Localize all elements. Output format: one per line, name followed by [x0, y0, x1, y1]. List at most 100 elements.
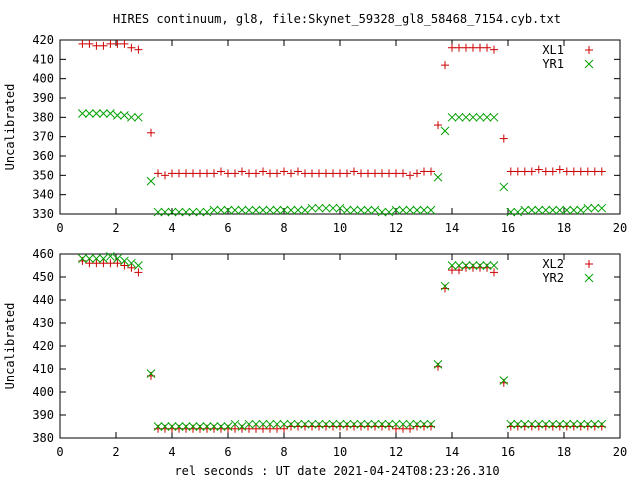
data-point: [272, 419, 282, 429]
y-tick-label: 430: [32, 316, 54, 330]
data-point: [134, 261, 143, 270]
data-point: [244, 205, 254, 215]
data-point: [113, 39, 122, 48]
data-point: [385, 169, 393, 178]
data-point: [350, 167, 358, 176]
data-point: [499, 182, 509, 192]
data-point: [454, 261, 464, 270]
data-point: [412, 205, 422, 215]
data-point: [398, 205, 408, 215]
data-point: [555, 165, 564, 174]
data-point: [224, 169, 232, 178]
legend-marker: [585, 260, 593, 268]
data-point: [406, 424, 414, 433]
y-tick-label: 400: [32, 72, 54, 86]
data-point: [189, 169, 197, 178]
data-point: [576, 419, 586, 429]
data-point: [506, 207, 516, 217]
data-point: [475, 112, 485, 122]
top-panel: 0 2 4 6 8 10 12 14 16 18 20 330 340 350 360 370 380 390 40…: [3, 33, 627, 235]
x-tick-label: 4: [168, 445, 175, 459]
y-tick-label: 340: [32, 188, 54, 202]
data-point: [280, 167, 288, 176]
data-point: [342, 419, 352, 429]
data-point: [370, 205, 380, 215]
data-point: [555, 419, 565, 429]
data-point: [167, 422, 177, 431]
legend-label: XL2: [542, 257, 564, 271]
data-point: [391, 419, 401, 429]
data-point: [322, 169, 330, 178]
x-tick-label: 0: [56, 221, 63, 235]
data-point: [356, 419, 366, 429]
data-point: [548, 419, 558, 429]
data-point: [447, 261, 457, 270]
data-point: [441, 61, 449, 70]
legend-label: XL1: [542, 43, 564, 57]
data-point: [223, 422, 233, 431]
data-point: [513, 167, 522, 176]
data-point: [406, 171, 414, 180]
x-tick-label: 8: [280, 445, 287, 459]
data-point: [356, 205, 366, 215]
data-point: [371, 169, 379, 178]
data-point: [454, 112, 464, 122]
data-point: [113, 259, 122, 268]
data-point: [314, 203, 324, 213]
x-tick-label: 2: [112, 445, 119, 459]
data-point: [506, 167, 515, 176]
data-point: [287, 169, 295, 178]
data-point: [230, 205, 240, 215]
data-point: [307, 419, 317, 429]
data-point: [483, 43, 491, 52]
data-point: [343, 169, 351, 178]
data-point: [527, 205, 537, 215]
y-tick-label: 420: [32, 33, 54, 47]
data-point: [378, 169, 386, 178]
data-point: [462, 43, 470, 52]
plot-frame: [59, 253, 621, 439]
data-point: [597, 203, 607, 213]
data-point: [174, 207, 184, 217]
data-point: [476, 43, 484, 52]
data-point: [391, 205, 401, 215]
data-point: [490, 45, 498, 54]
data-point: [392, 424, 400, 433]
data-point: [590, 419, 600, 429]
data-point: [349, 419, 359, 429]
x-tick-label: 18: [557, 445, 571, 459]
data-point: [482, 112, 492, 122]
data-point: [307, 203, 317, 213]
data-point: [399, 169, 407, 178]
data-point: [113, 254, 122, 263]
x-tick-label: 6: [224, 445, 231, 459]
data-point: [293, 419, 303, 429]
data-point: [85, 259, 94, 268]
data-point: [251, 419, 261, 429]
data-point: [534, 419, 544, 429]
data-point: [92, 259, 101, 268]
data-point: [405, 419, 415, 429]
data-point: [576, 205, 586, 215]
data-point: [223, 205, 233, 215]
data-point: [455, 43, 463, 52]
data-point: [258, 205, 268, 215]
data-point: [188, 422, 198, 431]
data-point: [286, 419, 296, 429]
data-point: [489, 112, 499, 122]
x-tick-label: 20: [613, 445, 627, 459]
legend-label: YR1: [542, 57, 564, 71]
data-point: [238, 167, 246, 176]
data-point: [426, 419, 436, 429]
x-tick-label: 10: [333, 445, 347, 459]
data-point: [583, 419, 593, 429]
data-point: [315, 169, 323, 178]
data-point: [419, 419, 429, 429]
data-point: [541, 419, 551, 429]
data-point: [597, 167, 606, 176]
data-point: [541, 167, 550, 176]
data-point: [440, 126, 450, 136]
data-point: [231, 169, 239, 178]
x-tick-label: 2: [112, 221, 119, 235]
data-point: [363, 419, 373, 429]
